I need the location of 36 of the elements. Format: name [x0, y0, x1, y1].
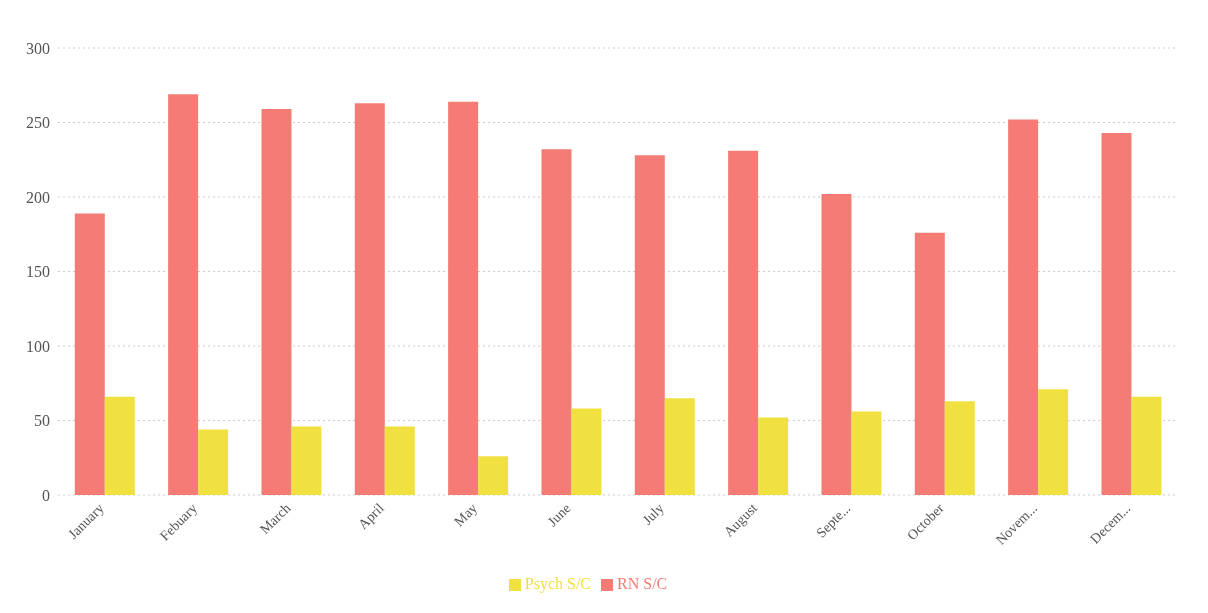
bar	[914, 232, 945, 495]
bar	[448, 101, 479, 495]
bar	[104, 396, 135, 495]
bar	[821, 194, 852, 495]
bar	[384, 426, 415, 495]
x-tick-label: June	[544, 500, 574, 530]
bar	[541, 149, 572, 495]
y-tick-label: 0	[42, 486, 50, 504]
bar	[1131, 396, 1162, 495]
bar	[291, 426, 322, 495]
y-tick-label: 250	[26, 114, 50, 132]
bar	[478, 456, 509, 495]
bar	[634, 155, 665, 495]
bar	[168, 94, 199, 495]
legend-label: RN S/C	[617, 575, 668, 592]
bar	[1008, 119, 1039, 495]
bar	[571, 408, 602, 495]
bar	[354, 103, 385, 495]
bar	[1038, 389, 1069, 495]
y-tick-label: 150	[26, 263, 50, 281]
bar	[1101, 132, 1132, 495]
y-tick-label: 200	[26, 188, 50, 206]
bar	[198, 429, 229, 495]
x-tick-label: May	[451, 500, 481, 530]
bar	[758, 417, 789, 495]
y-tick-label: 50	[34, 412, 50, 430]
x-tick-label: July	[639, 500, 667, 528]
y-tick-label: 300	[26, 39, 50, 57]
bar	[944, 401, 975, 495]
bar	[728, 150, 759, 495]
bar	[851, 411, 882, 495]
bar	[664, 398, 695, 495]
legend-label: Psych S/C	[524, 575, 591, 592]
bar	[261, 109, 292, 495]
y-tick-label: 100	[26, 337, 50, 355]
bar	[74, 213, 105, 495]
